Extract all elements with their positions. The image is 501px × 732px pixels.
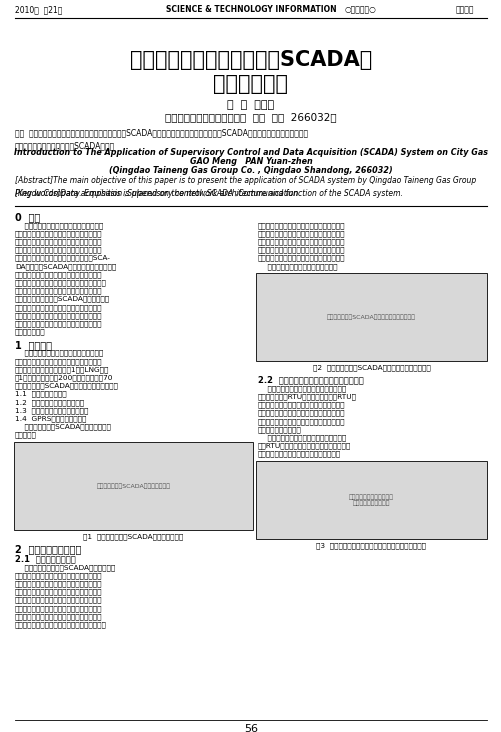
Text: 度和安全运行。: 度和安全运行。 [15, 329, 46, 335]
Text: 变送器、温度变送器和阀门系统组成，通过: 变送器、温度变送器和阀门系统组成，通过 [258, 451, 341, 458]
Text: 2.1  调度中心监控系统: 2.1 调度中心监控系统 [15, 554, 76, 563]
Text: 重点用户和调压箱等远程超声数据采集与: 重点用户和调压箱等远程超声数据采集与 [258, 385, 346, 392]
Text: 图1  平度公司天然气SCADA系统总体布置图: 图1 平度公司天然气SCADA系统总体布置图 [83, 533, 183, 539]
Text: 【摘  要】本文主要阐述青岛泰能燃气集团平度分公司SCADA系统的应用情况，着重介绍了整个SCADA的网络结构和所实现的功能。: 【摘 要】本文主要阐述青岛泰能燃气集团平度分公司SCADA系统的应用情况，着重介… [15, 128, 308, 137]
Text: 高  猛  潘元桢: 高 猛 潘元桢 [227, 100, 274, 110]
Text: 1  系统概述: 1 系统概述 [15, 340, 52, 350]
Text: SCIENCE & TECHNOLOGY INFORMATION: SCIENCE & TECHNOLOGY INFORMATION [165, 5, 336, 14]
Text: GAO Meng   PAN Yuan-zhen: GAO Meng PAN Yuan-zhen [189, 157, 312, 166]
Text: 科技信息: 科技信息 [455, 5, 473, 14]
Text: Introduction to The Application of Supervisory Control and Data Acquisition (SCA: Introduction to The Application of Super… [14, 148, 487, 157]
Text: 1.2  调压箱数据采集与监控系统: 1.2 调压箱数据采集与监控系统 [15, 399, 84, 406]
Text: 监控、控制和管理，实现了城市燃气的科学调: 监控、控制和管理，实现了城市燃气的科学调 [15, 321, 102, 327]
Text: 随着城市现代化建设建设的发展和城市燃: 随着城市现代化建设建设的发展和城市燃 [15, 222, 103, 228]
Text: 先进、运行稳定、扩充扩容便利、造价合理、: 先进、运行稳定、扩充扩容便利、造价合理、 [15, 304, 102, 310]
Text: 城市燃气数据采集与监控（SCADA）: 城市燃气数据采集与监控（SCADA） [130, 50, 371, 70]
Text: 采集回来的数据进行分析，进行报警及报表上: 采集回来的数据进行分析，进行报警及报表上 [15, 605, 102, 612]
Text: 团平度公司天然气管网SCADA系统具有技术: 团平度公司天然气管网SCADA系统具有技术 [15, 296, 110, 302]
Text: 构图如下：: 构图如下： [15, 432, 37, 438]
Text: 平度公司天然气SCADA系统总体布置图: 平度公司天然气SCADA系统总体布置图 [96, 483, 170, 489]
Bar [256, 273, 486, 361]
Text: 生产过程和数据与调度自动化系统，它通过对: 生产过程和数据与调度自动化系统，它通过对 [15, 271, 102, 278]
Text: 现场的运行设备进行监视和控制，以实现数据、: 现场的运行设备进行监视和控制，以实现数据、 [15, 280, 107, 286]
Text: 图3  重点用户和调压箱数据采集与监控系统拓扑结构图: 图3 重点用户和调压箱数据采集与监控系统拓扑结构图 [316, 542, 426, 548]
Text: 实时管理与调度处理，实现运营管道、监测及: 实时管理与调度处理，实现运营管道、监测及 [258, 239, 345, 245]
Text: 0  引言: 0 引言 [15, 212, 40, 222]
Text: 运控，并可根据各种统计报表进行中长期的规: 运控，并可根据各种统计报表进行中长期的规 [258, 247, 345, 253]
Text: 1.3  重点用户数据采集与监控系统: 1.3 重点用户数据采集与监控系统 [15, 407, 88, 414]
Text: 报等，对各种数据进行定时采集、统计分析和: 报等，对各种数据进行定时采集、统计分析和 [15, 613, 102, 620]
Text: 团平度公司建立了燃气数据采集与监控（SCA-: 团平度公司建立了燃气数据采集与监控（SCA- [15, 255, 111, 261]
Text: ○科技前沿○: ○科技前沿○ [344, 5, 375, 14]
Text: 远程检测和数据处理；与监控中心计算机监控: 远程检测和数据处理；与监控中心计算机监控 [258, 418, 345, 425]
Text: 要求，经过充分的调研分析，青岛泰能燃气集: 要求，经过充分的调研分析，青岛泰能燃气集 [15, 247, 102, 253]
Text: 系统之间的信息传递。: 系统之间的信息传递。 [258, 426, 301, 433]
Text: 平度公司天然气SCADA系统调度中心部分结构图: 平度公司天然气SCADA系统调度中心部分结构图 [326, 315, 415, 320]
Text: 站的工艺变量、设备状态及其它计程变量进行: 站的工艺变量、设备状态及其它计程变量进行 [258, 410, 345, 417]
Text: 据系统提供的各种有关数据信息，进行相应的: 据系统提供的各种有关数据信息，进行相应的 [258, 230, 345, 237]
Text: 工业、公服、民用用户燃气供应和运营管理的: 工业、公服、民用用户燃气供应和运营管理的 [15, 358, 102, 365]
Text: 要完成对所在站的数据采集和监控任务；对本: 要完成对所在站的数据采集和监控任务；对本 [258, 402, 345, 408]
Text: 气管网规模的不断扩大，传统的人工调度管理: 气管网规模的不断扩大，传统的人工调度管理 [15, 230, 102, 237]
Text: 系统应用介绍: 系统应用介绍 [213, 74, 288, 94]
Text: 站、重点用户和调压箱）的数据采集和定期的: 站、重点用户和调压箱）的数据采集和定期的 [15, 580, 102, 587]
Bar [14, 442, 253, 530]
Text: 重点用户和调压箱数据采集
与监控系统拓扑结构图: 重点用户和调压箱数据采集 与监控系统拓扑结构图 [348, 494, 393, 506]
Text: 2010年  第21期: 2010年 第21期 [15, 5, 62, 14]
Text: DA）系统。SCADA系统是以计算机为基础的: DA）系统。SCADA系统是以计算机为基础的 [15, 263, 116, 269]
Text: 监控系统主要由RTU及一次仪表组成。RTU主: 监控系统主要由RTU及一次仪表组成。RTU主 [258, 393, 356, 400]
Bar [256, 461, 486, 539]
Text: 平度公司天然气SCADA系统整体拓扑结: 平度公司天然气SCADA系统整体拓扑结 [15, 424, 111, 430]
Text: 维护方便的特点，通过对燃气管网数据采集、: 维护方便的特点，通过对燃气管网数据采集、 [15, 313, 102, 319]
Text: 控，报警记录以及历史数据的查询；还通过对: 控，报警记录以及历史数据的查询；还通过对 [15, 597, 102, 603]
Text: 【关键词】数据采集；监控；SCADA；通讯: 【关键词】数据采集；监控；SCADA；通讯 [15, 141, 115, 150]
Text: 调度中心监控系统是SCADA系统的通讯、: 调度中心监控系统是SCADA系统的通讯、 [15, 564, 115, 571]
Text: 划和管理，从而使调度管理更加科学、规范。: 划和管理，从而使调度管理更加科学、规范。 [258, 255, 345, 261]
Text: 管理查询，并通过上位机对天然气系统实施监: 管理查询，并通过上位机对天然气系统实施监 [15, 589, 102, 595]
Text: 1.1  调度中心监控系统: 1.1 调度中心监控系统 [15, 391, 67, 397]
Text: 报警，并具有辅助决策功能，使管理人员可根: 报警，并具有辅助决策功能，使管理人员可根 [258, 222, 345, 228]
Text: [Abstract]The main objective of this paper is to present the application of SCAD: [Abstract]The main objective of this pap… [15, 176, 475, 198]
Text: 系统重点工程在调压箱站点测量设备与配: 系统重点工程在调压箱站点测量设备与配 [258, 434, 346, 441]
Text: 遥控、通信及远程调动功能。青岛泰能燃气集: 遥控、通信及远程调动功能。青岛泰能燃气集 [15, 288, 102, 294]
Text: （青岛泰能燃气集团有限公司  山东  青岛  266032）: （青岛泰能燃气集团有限公司 山东 青岛 266032） [165, 112, 336, 122]
Text: 多台，平度公司SCADA系统包含以下几个部分：: 多台，平度公司SCADA系统包含以下几个部分： [15, 383, 119, 389]
Text: 1.4  GPRS无线数据通讯系统: 1.4 GPRS无线数据通讯系统 [15, 415, 86, 422]
Text: 2  系统各部分详细说明: 2 系统各部分详细说明 [15, 544, 81, 554]
Text: 图2  平度公司天然气SCADA系统调度中心部分结构图: 图2 平度公司天然气SCADA系统调度中心部分结构图 [312, 365, 429, 371]
Text: 专业单位，现拥有天然气门站1座，LNG储配: 专业单位，现拥有天然气门站1座，LNG储配 [15, 366, 109, 373]
Text: 方法已不适应现代化、大规模的生产和管理的: 方法已不适应现代化、大规模的生产和管理的 [15, 239, 102, 245]
Text: 监视和指挥中心，主要完成起始站（天然气门: 监视和指挥中心，主要完成起始站（天然气门 [15, 572, 102, 579]
Text: 青岛泰能燃气集团平度公司作为平度市区: 青岛泰能燃气集团平度公司作为平度市区 [15, 350, 103, 356]
Text: 2.2  重点用户和调压箱数据采集与监控系统: 2.2 重点用户和调压箱数据采集与监控系统 [258, 376, 363, 384]
Text: [Key words]Data acquisition ;Supervisory control ;SCADA ;Communication: [Key words]Data acquisition ;Supervisory… [15, 189, 298, 198]
Text: (Qingdao Taineng Gas Group Co. , Qingdao Shandong, 266032): (Qingdao Taineng Gas Group Co. , Qingdao… [109, 166, 392, 175]
Text: 调度中心监控系统拓扑结构图如下：: 调度中心监控系统拓扑结构图如下： [258, 263, 337, 269]
Text: 56: 56 [243, 724, 258, 732]
Text: 套为RTU、显示控制仪、超声波流量计、压力: 套为RTU、显示控制仪、超声波流量计、压力 [258, 443, 351, 449]
Text: 站1座，地下燃气管网200多公里，调压箱70: 站1座，地下燃气管网200多公里，调压箱70 [15, 374, 113, 381]
Text: 打印，对辖属的设备进行运行声音声光声报警。: 打印，对辖属的设备进行运行声音声光声报警。 [15, 621, 107, 628]
